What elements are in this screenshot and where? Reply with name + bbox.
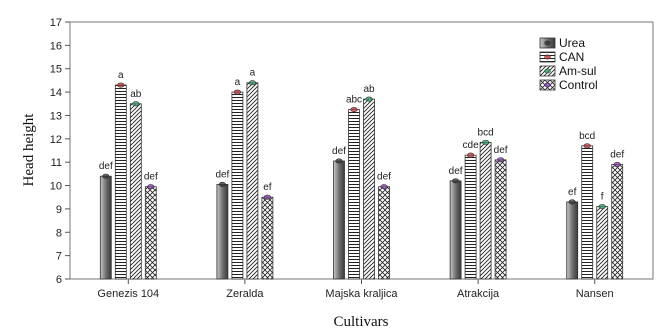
bar-cap-marker (583, 143, 591, 149)
y-tick-label: 11 (51, 157, 62, 169)
bar (144, 186, 157, 280)
y-tick-label: 17 (50, 17, 62, 29)
bar-cap-marker (568, 199, 576, 205)
y-tick-label: 7 (56, 251, 62, 263)
legend-marker (544, 82, 551, 88)
bar (596, 206, 609, 280)
bar (378, 186, 390, 280)
data-label: abc (346, 95, 362, 106)
data-label: ab (363, 84, 375, 95)
bar (581, 145, 594, 280)
data-label: bcd (478, 127, 494, 138)
data-label: f (601, 192, 604, 203)
bar-cap-marker (263, 194, 272, 200)
data-label: ef (263, 182, 272, 193)
bar-cap-marker (365, 96, 373, 102)
y-tick-label: 10 (50, 181, 62, 193)
bar-cap-marker (335, 158, 343, 164)
x-tick-label: Zeralda (226, 288, 264, 300)
legend-marker (544, 40, 551, 46)
data-label: cde (463, 140, 480, 151)
bar (216, 183, 229, 280)
legend-marker (544, 68, 551, 74)
bar (611, 164, 624, 280)
x-axis-label: Cultivars (334, 314, 389, 329)
bar (464, 154, 477, 280)
legend-entry: CAN (559, 50, 584, 64)
bar-cap-marker (613, 162, 621, 168)
data-label: a (250, 68, 256, 79)
data-label: bcd (579, 131, 595, 142)
bar (99, 175, 112, 280)
plot-area (69, 21, 654, 280)
y-tick-label: 14 (50, 87, 62, 99)
bar-cap-marker (482, 139, 490, 145)
data-label: a (235, 77, 241, 88)
data-label: def (215, 169, 229, 180)
bar (494, 159, 507, 280)
data-label: def (494, 145, 508, 156)
legend-marker (544, 54, 551, 60)
bar (479, 141, 492, 280)
bar-cap-marker (147, 184, 155, 190)
y-tick-label: 6 (56, 274, 62, 286)
x-tick-label: Genezis 104 (97, 288, 159, 300)
x-axis: Genezis 104 Zeralda Majska kraljica Atrakci… (97, 279, 614, 300)
legend-entry: Control (559, 78, 598, 92)
bar (348, 109, 360, 280)
data-label: def (377, 172, 391, 183)
data-label: def (144, 172, 158, 183)
data-label: def (449, 166, 463, 177)
bar-cap-marker (233, 89, 241, 95)
bar (333, 160, 345, 280)
bar-cap-marker (218, 181, 226, 187)
legend-entry: Urea (559, 36, 585, 50)
bar (129, 103, 142, 280)
y-tick-label: 9 (56, 204, 62, 216)
bar-cap-marker (467, 152, 475, 158)
legend-entry: Am-sul (559, 64, 596, 78)
bar-cap-marker (117, 82, 125, 88)
bar (114, 84, 127, 280)
x-tick-label: Nansen (576, 288, 614, 300)
bar (363, 98, 375, 280)
bar (231, 91, 244, 280)
y-tick-label: 13 (50, 110, 62, 122)
bar-cap-marker (102, 173, 110, 179)
data-label: def (610, 150, 624, 161)
data-label: a (118, 70, 124, 81)
y-axis-label: Head height (21, 113, 37, 187)
y-tick-label: 16 (50, 40, 62, 52)
x-tick-label: Atrakcija (457, 288, 500, 300)
y-tick-label: 12 (50, 134, 62, 146)
bar-cap-marker (380, 184, 388, 190)
data-label: ab (130, 89, 142, 100)
data-label: def (332, 146, 346, 157)
bar-cap-marker (452, 178, 460, 184)
data-label: def (99, 161, 113, 172)
bar-cap-marker (132, 101, 140, 107)
bar (566, 201, 579, 280)
bar-cap-marker (497, 157, 505, 163)
y-tick-label: 8 (56, 227, 62, 239)
bar-cap-marker (350, 107, 358, 113)
bar (261, 196, 274, 280)
bar-cap-marker (248, 80, 256, 86)
bar-cap-marker (598, 204, 606, 210)
y-axis: 6 7 8 9 10 11 12 13 14 15 16 17 (50, 17, 70, 286)
y-tick-label: 15 (50, 64, 62, 76)
bar (449, 180, 462, 280)
data-label: ef (568, 187, 577, 198)
bar (246, 82, 259, 280)
x-tick-label: Majska kraljica (325, 288, 398, 300)
